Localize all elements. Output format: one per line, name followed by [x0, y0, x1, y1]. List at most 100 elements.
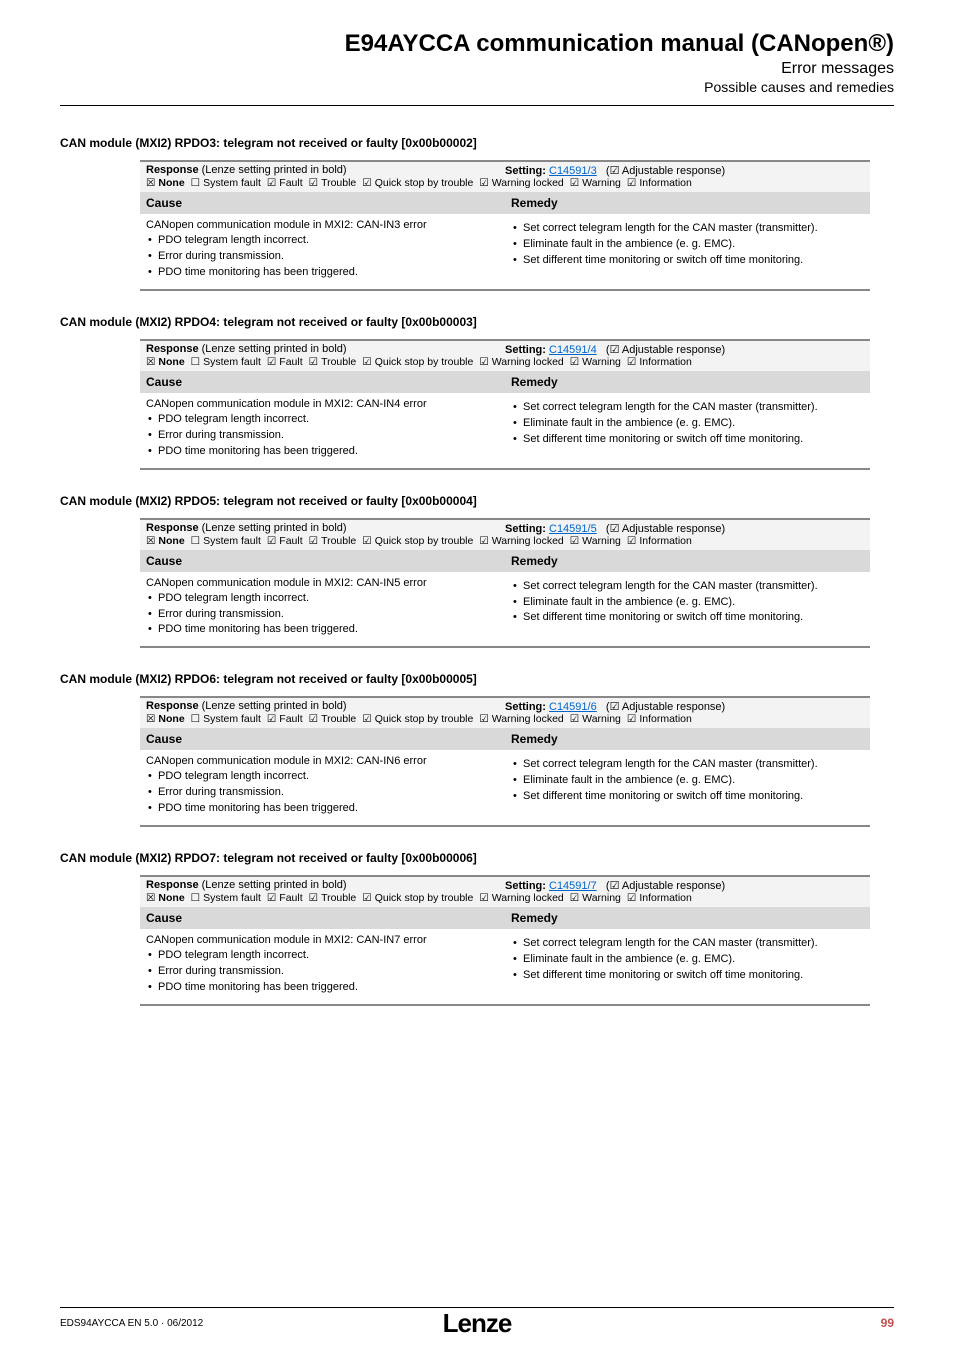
response-check-label: System fault: [203, 535, 261, 547]
cause-remedy-body: CANopen communication module in MXI2: CA…: [140, 572, 870, 649]
error-section: CAN module (MXI2) RPDO3: telegram not re…: [60, 136, 894, 291]
response-check-label: Quick stop by trouble: [375, 356, 474, 368]
remedy-list-item: Set correct telegram length for the CAN …: [511, 579, 864, 594]
cause-cell: CANopen communication module in MXI2: CA…: [140, 929, 505, 1004]
response-check-mark: ☑: [570, 892, 579, 904]
remedy-header: Remedy: [505, 728, 870, 750]
footer-logo-wrap: Lenze: [60, 1308, 894, 1339]
setting-label: Setting:: [505, 880, 549, 892]
setting-link[interactable]: C14591/6: [549, 701, 597, 713]
response-label: Response: [146, 522, 199, 534]
remedy-list-item: Set correct telegram length for the CAN …: [511, 221, 864, 236]
remedy-list-item: Set different time monitoring or switch …: [511, 610, 864, 625]
response-check-mark: ☐: [191, 356, 200, 368]
response-label-paren: (Lenze setting printed in bold): [199, 879, 347, 891]
response-check-label: System fault: [203, 177, 261, 189]
response-check-label: Information: [639, 713, 692, 725]
response-check-label: Information: [639, 892, 692, 904]
cause-remedy-body: CANopen communication module in MXI2: CA…: [140, 750, 870, 827]
cause-header: Cause: [140, 192, 505, 214]
response-label: Response: [146, 879, 199, 891]
response-check-label: Warning locked: [492, 892, 564, 904]
cause-remedy-header: CauseRemedy: [140, 550, 870, 572]
response-check-label: Information: [639, 535, 692, 547]
response-check-mark: ☒: [146, 177, 155, 189]
error-section-title: CAN module (MXI2) RPDO3: telegram not re…: [60, 136, 894, 150]
response-check-label: Fault: [279, 535, 302, 547]
response-label-paren: (Lenze setting printed in bold): [199, 522, 347, 534]
response-check-mark: ☑: [627, 892, 636, 904]
setting-label: Setting:: [505, 523, 549, 535]
cause-cell: CANopen communication module in MXI2: CA…: [140, 214, 505, 289]
setting-link[interactable]: C14591/5: [549, 523, 597, 535]
response-check-label: Warning locked: [492, 535, 564, 547]
response-check-mark: ☑: [267, 892, 276, 904]
setting-link[interactable]: C14591/3: [549, 165, 597, 177]
remedy-header: Remedy: [505, 907, 870, 929]
cause-header: Cause: [140, 550, 505, 572]
remedy-list-item: Set different time monitoring or switch …: [511, 968, 864, 983]
response-setting-cell: Setting: C14591/6 (☑ Adjustable response…: [505, 700, 864, 713]
response-check-mark: ☑: [362, 535, 371, 547]
cause-list-item: PDO time monitoring has been triggered.: [146, 265, 499, 280]
response-check-label: Warning: [582, 356, 621, 368]
error-section: CAN module (MXI2) RPDO4: telegram not re…: [60, 315, 894, 470]
response-checks-row: ☒None☐System fault☑Fault☑Trouble☑Quick s…: [140, 177, 870, 192]
cause-list-item: Error during transmission.: [146, 785, 499, 800]
response-check-label: Fault: [279, 713, 302, 725]
error-box: Response (Lenze setting printed in bold)…: [140, 160, 870, 291]
error-section: CAN module (MXI2) RPDO6: telegram not re…: [60, 672, 894, 827]
response-setting-cell: Setting: C14591/4 (☑ Adjustable response…: [505, 343, 864, 356]
error-section-title: CAN module (MXI2) RPDO4: telegram not re…: [60, 315, 894, 329]
response-check-mark: ☑: [309, 892, 318, 904]
response-check-mark: ☒: [146, 713, 155, 725]
response-check-mark: ☑: [309, 713, 318, 725]
response-check-mark: ☑: [479, 535, 488, 547]
response-check-mark: ☑: [267, 356, 276, 368]
cause-header: Cause: [140, 907, 505, 929]
response-label-paren: (Lenze setting printed in bold): [199, 164, 347, 176]
response-check-label: Information: [639, 356, 692, 368]
response-check-mark: ☑: [267, 713, 276, 725]
response-row: Response (Lenze setting printed in bold)…: [140, 518, 870, 535]
cause-list-item: PDO telegram length incorrect.: [146, 412, 499, 427]
response-label: Response: [146, 343, 199, 355]
adjustable-response-label: (☑ Adjustable response): [603, 165, 725, 177]
cause-cell: CANopen communication module in MXI2: CA…: [140, 572, 505, 647]
response-check-mark: ☑: [627, 177, 636, 189]
setting-link[interactable]: C14591/4: [549, 344, 597, 356]
response-check-label: Trouble: [321, 177, 356, 189]
response-check-label: Trouble: [321, 356, 356, 368]
response-row: Response (Lenze setting printed in bold)…: [140, 339, 870, 356]
remedy-header: Remedy: [505, 550, 870, 572]
response-check-label: Trouble: [321, 892, 356, 904]
response-check-mark: ☑: [479, 892, 488, 904]
response-check-mark: ☑: [479, 177, 488, 189]
response-check-label: None: [158, 535, 184, 547]
remedy-cell: Set correct telegram length for the CAN …: [505, 750, 870, 825]
response-row: Response (Lenze setting printed in bold)…: [140, 160, 870, 177]
setting-label: Setting:: [505, 701, 549, 713]
response-check-mark: ☑: [570, 535, 579, 547]
cause-list-item: PDO time monitoring has been triggered.: [146, 801, 499, 816]
response-label-cell: Response (Lenze setting printed in bold): [146, 164, 505, 177]
setting-link[interactable]: C14591/7: [549, 880, 597, 892]
remedy-list-item: Eliminate fault in the ambience (e. g. E…: [511, 952, 864, 967]
response-check-mark: ☑: [570, 356, 579, 368]
error-box: Response (Lenze setting printed in bold)…: [140, 875, 870, 1006]
remedy-list-item: Set correct telegram length for the CAN …: [511, 757, 864, 772]
cause-list-item: Error during transmission.: [146, 607, 499, 622]
response-check-mark: ☒: [146, 535, 155, 547]
error-section: CAN module (MXI2) RPDO7: telegram not re…: [60, 851, 894, 1006]
response-check-label: Warning locked: [492, 356, 564, 368]
response-check-label: System fault: [203, 356, 261, 368]
response-check-label: Warning locked: [492, 177, 564, 189]
response-label-cell: Response (Lenze setting printed in bold): [146, 700, 505, 713]
response-check-mark: ☑: [479, 713, 488, 725]
response-check-label: System fault: [203, 892, 261, 904]
cause-intro: CANopen communication module in MXI2: CA…: [146, 755, 427, 767]
remedy-list-item: Set correct telegram length for the CAN …: [511, 936, 864, 951]
page-header: E94AYCCA communication manual (CANopen®)…: [60, 30, 894, 106]
response-check-label: Information: [639, 177, 692, 189]
cause-list-item: PDO telegram length incorrect.: [146, 948, 499, 963]
